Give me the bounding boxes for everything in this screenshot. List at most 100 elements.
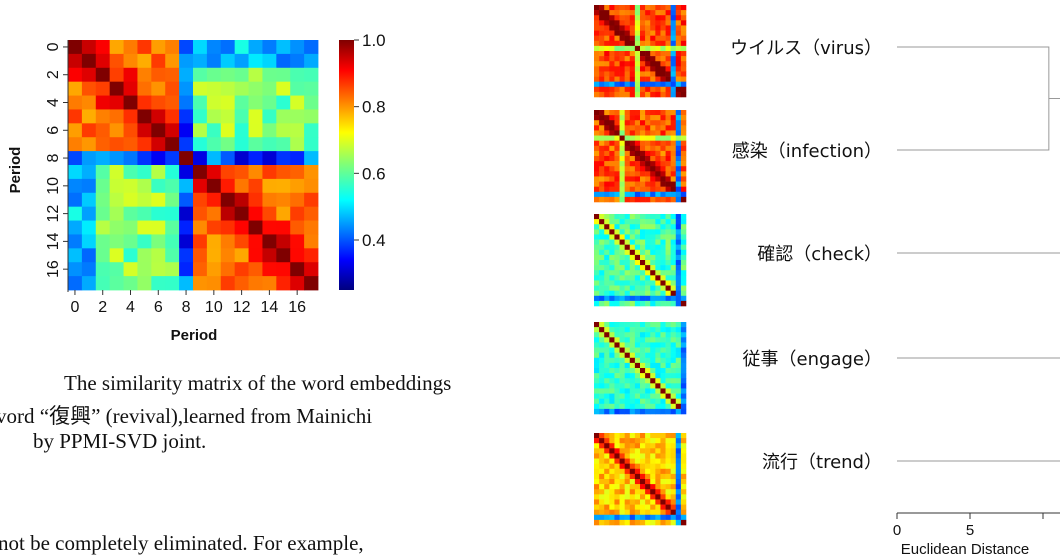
thumbnail-cell	[624, 383, 631, 389]
thumbnail-cell	[609, 285, 615, 291]
heatmap-cell	[137, 137, 152, 152]
heatmap-cell	[304, 123, 319, 138]
heatmap-cell	[68, 178, 83, 194]
thumbnail-cell	[645, 499, 651, 505]
heatmap-cell	[123, 248, 138, 263]
thumbnail-cell	[594, 66, 600, 72]
thumbnail-cell	[675, 135, 682, 141]
heatmap-cell	[68, 109, 83, 124]
thumbnail-cell	[670, 86, 677, 93]
thumbnail-cell	[634, 150, 641, 157]
thumbnail-cell	[645, 10, 651, 16]
thumbnail-cell	[650, 357, 656, 364]
thumbnail-cell	[670, 71, 677, 77]
thumbnail-cell	[599, 270, 605, 276]
thumbnail-cell	[619, 489, 625, 495]
thumbnail-cell	[629, 494, 636, 500]
thumbnail-cell	[614, 61, 620, 67]
thumbnail-cell	[665, 393, 671, 399]
thumbnail-cell	[670, 378, 677, 384]
thumbnail-cell	[599, 171, 605, 177]
thumbnail-cell	[619, 35, 625, 42]
thumbnail-cell	[624, 280, 631, 286]
thumbnail-cell	[660, 120, 666, 126]
thumbnail-cell	[629, 357, 636, 364]
thumbnail-cell	[629, 295, 636, 302]
heatmap-y-tick-label: 0	[45, 42, 62, 51]
heatmap-cell	[193, 165, 208, 180]
thumbnail-cell	[680, 5, 687, 11]
thumbnail-cell	[675, 368, 682, 374]
thumbnail-cell	[650, 463, 656, 470]
thumbnail-cell	[624, 20, 631, 26]
thumbnail-cell	[634, 171, 641, 177]
thumbnail-cell	[629, 30, 636, 36]
thumbnail-cell	[624, 433, 631, 439]
heatmap-cell	[234, 220, 249, 235]
thumbnail-cell	[680, 115, 687, 121]
thumbnail-cell	[675, 378, 682, 384]
heatmap-cell	[137, 40, 152, 55]
thumbnail-cell	[675, 398, 682, 405]
thumbnail-cell	[665, 35, 671, 42]
thumbnail-cell	[665, 86, 671, 93]
heatmap-cell	[234, 53, 249, 69]
thumbnail-cell	[599, 150, 605, 157]
thumbnail-cell	[594, 519, 600, 526]
thumbnail-cell	[604, 229, 610, 235]
thumbnail-cell	[650, 224, 656, 230]
thumbnail-cell	[665, 125, 671, 131]
thumbnail-cell	[609, 280, 615, 286]
heatmap-y-tick-label: 16	[45, 260, 62, 278]
thumbnail-cell	[680, 76, 687, 82]
thumbnail-cell	[640, 86, 646, 93]
thumbnail-cell	[655, 290, 661, 297]
thumbnail-cell	[670, 448, 677, 454]
heatmap-cell	[193, 95, 208, 110]
thumbnail-cell	[599, 484, 605, 490]
heatmap-cell	[151, 53, 166, 69]
thumbnail-cell	[645, 20, 651, 26]
thumbnail-cell	[670, 150, 677, 157]
heatmap-cell	[193, 53, 208, 69]
thumbnail-cell	[624, 135, 631, 141]
thumbnail-cell	[675, 234, 682, 240]
thumbnail-cell	[675, 45, 682, 52]
thumbnail-cell	[614, 398, 620, 405]
thumbnail-cell	[680, 383, 687, 389]
thumbnail-cell	[665, 61, 671, 67]
thumbnail-cell	[645, 438, 651, 444]
thumbnail-cell	[594, 443, 600, 449]
thumbnail-cell	[660, 130, 666, 136]
thumbnail-cell	[655, 76, 661, 82]
thumbnail-cell	[604, 125, 610, 131]
thumbnail-cell	[609, 347, 615, 353]
thumbnail-cell	[670, 519, 677, 526]
heatmap-cell	[151, 206, 166, 221]
thumbnail-cell	[670, 509, 677, 516]
body-text-line: not be completely eliminated. For exampl…	[0, 531, 364, 555]
thumbnail-cell	[650, 393, 656, 399]
thumbnail-cell	[645, 342, 651, 348]
thumbnail-cell	[609, 388, 615, 394]
thumbnail-cell	[680, 71, 687, 77]
thumbnail-cell	[665, 254, 671, 261]
thumbnail-cell	[634, 468, 641, 475]
thumbnail-cell	[645, 191, 651, 198]
heatmap-cell	[95, 262, 111, 277]
thumbnail-cell	[594, 388, 600, 394]
thumbnail-cell	[609, 156, 615, 162]
thumbnail-cell	[675, 120, 682, 126]
thumbnail-cell	[675, 181, 682, 187]
thumbnail-cell	[645, 181, 651, 187]
thumbnail-heatmap	[594, 110, 687, 203]
heatmap-cell	[220, 109, 236, 124]
thumbnail-cell	[665, 130, 671, 136]
heatmap-cell	[248, 220, 263, 235]
thumbnail-cell	[645, 171, 651, 177]
thumbnail-cell	[634, 270, 641, 276]
thumbnail-cell	[650, 20, 656, 26]
heatmap-cell	[95, 234, 111, 249]
heatmap-cell	[290, 53, 305, 69]
thumbnail-cell	[614, 473, 620, 480]
